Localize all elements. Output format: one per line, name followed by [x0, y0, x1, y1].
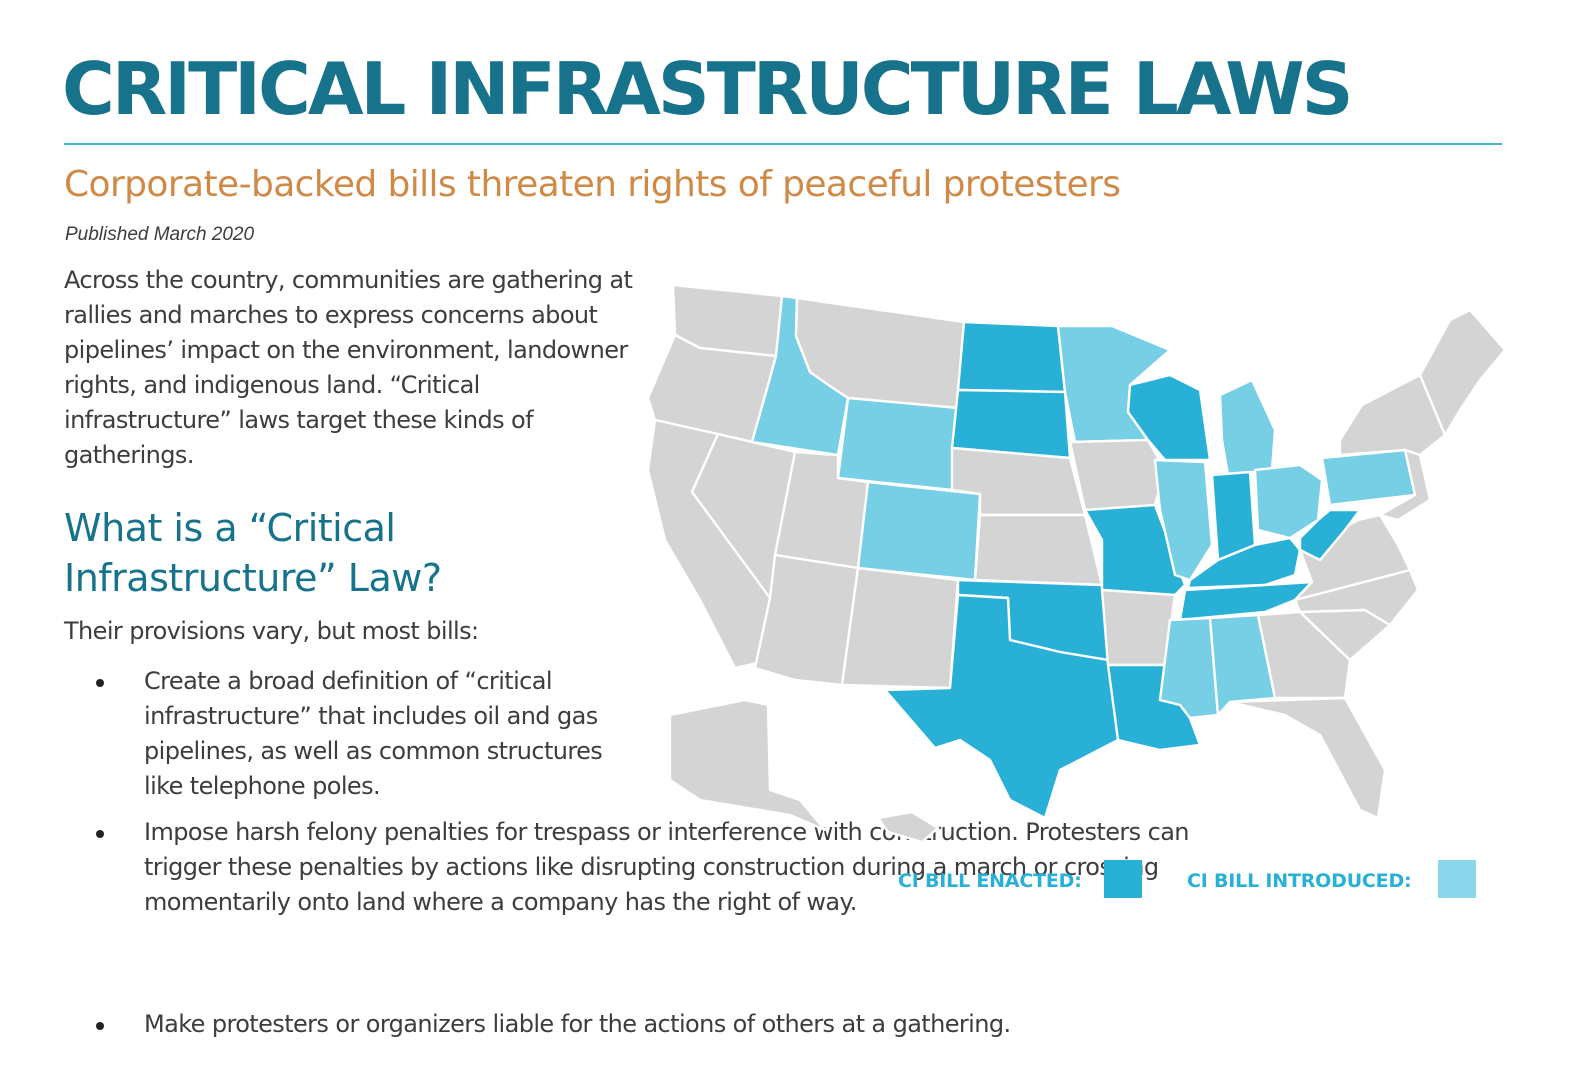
bullet-icon: [96, 1022, 104, 1030]
publication-date: Published March 2020: [65, 224, 255, 245]
state-arkansas: [1100, 588, 1177, 667]
title-divider: [64, 143, 1502, 145]
state-alabama: [1208, 613, 1277, 717]
state-texas: [883, 593, 1120, 820]
state-iowa: [1068, 438, 1167, 512]
state-georgia: [1256, 610, 1352, 700]
state-virginia: [1293, 513, 1412, 602]
provision-text: Create a broad definition of “critical i…: [144, 667, 603, 800]
legend-enacted: CI BILL ENACTED:: [898, 858, 1148, 900]
state-alaska: [668, 698, 827, 832]
bullet-icon: [96, 830, 104, 838]
state-kansas: [973, 513, 1104, 587]
state-mid-atlantic: [1378, 448, 1432, 522]
page-title: CRITICAL INFRASTRUCTURE LAWS: [62, 47, 1353, 131]
bullet-icon: [96, 679, 104, 687]
state-west-virginia: [1298, 508, 1362, 562]
legend-introduced-swatch: [1438, 860, 1476, 898]
legend-introduced-label: CI BILL INTRODUCED:: [1187, 870, 1412, 892]
state-mississippi: [1158, 616, 1220, 720]
state-north-dakota: [956, 320, 1067, 394]
legend-introduced: CI BILL INTRODUCED:: [1187, 858, 1479, 900]
intro-paragraph: Across the country, communities are gath…: [64, 266, 633, 469]
provisions-lead: Their provisions vary, but most bills:: [64, 617, 479, 645]
state-wyoming: [836, 396, 960, 492]
us-map-svg: [646, 283, 1507, 844]
state-colorado: [856, 480, 982, 582]
state-wisconsin: [1126, 373, 1212, 462]
section-heading: What is a “Critical Infrastructure” Law?: [64, 506, 442, 600]
state-florida: [1228, 696, 1387, 820]
state-south-dakota: [950, 388, 1072, 460]
page-subtitle: Corporate-backed bills threaten rights o…: [64, 164, 1121, 205]
provision-text: Impose harsh felony penalties for trespa…: [144, 818, 1190, 916]
us-map: [600, 270, 1530, 850]
state-hawaii: [876, 810, 940, 844]
state-michigan: [1218, 378, 1277, 477]
legend-enacted-swatch: [1104, 860, 1142, 898]
state-new-mexico: [840, 566, 960, 690]
state-new-england: [1418, 308, 1507, 437]
legend-enacted-label: CI BILL ENACTED:: [898, 870, 1082, 892]
provision-text: Make protesters or organizers liable for…: [144, 1010, 1011, 1038]
state-pennsylvania: [1320, 448, 1417, 507]
